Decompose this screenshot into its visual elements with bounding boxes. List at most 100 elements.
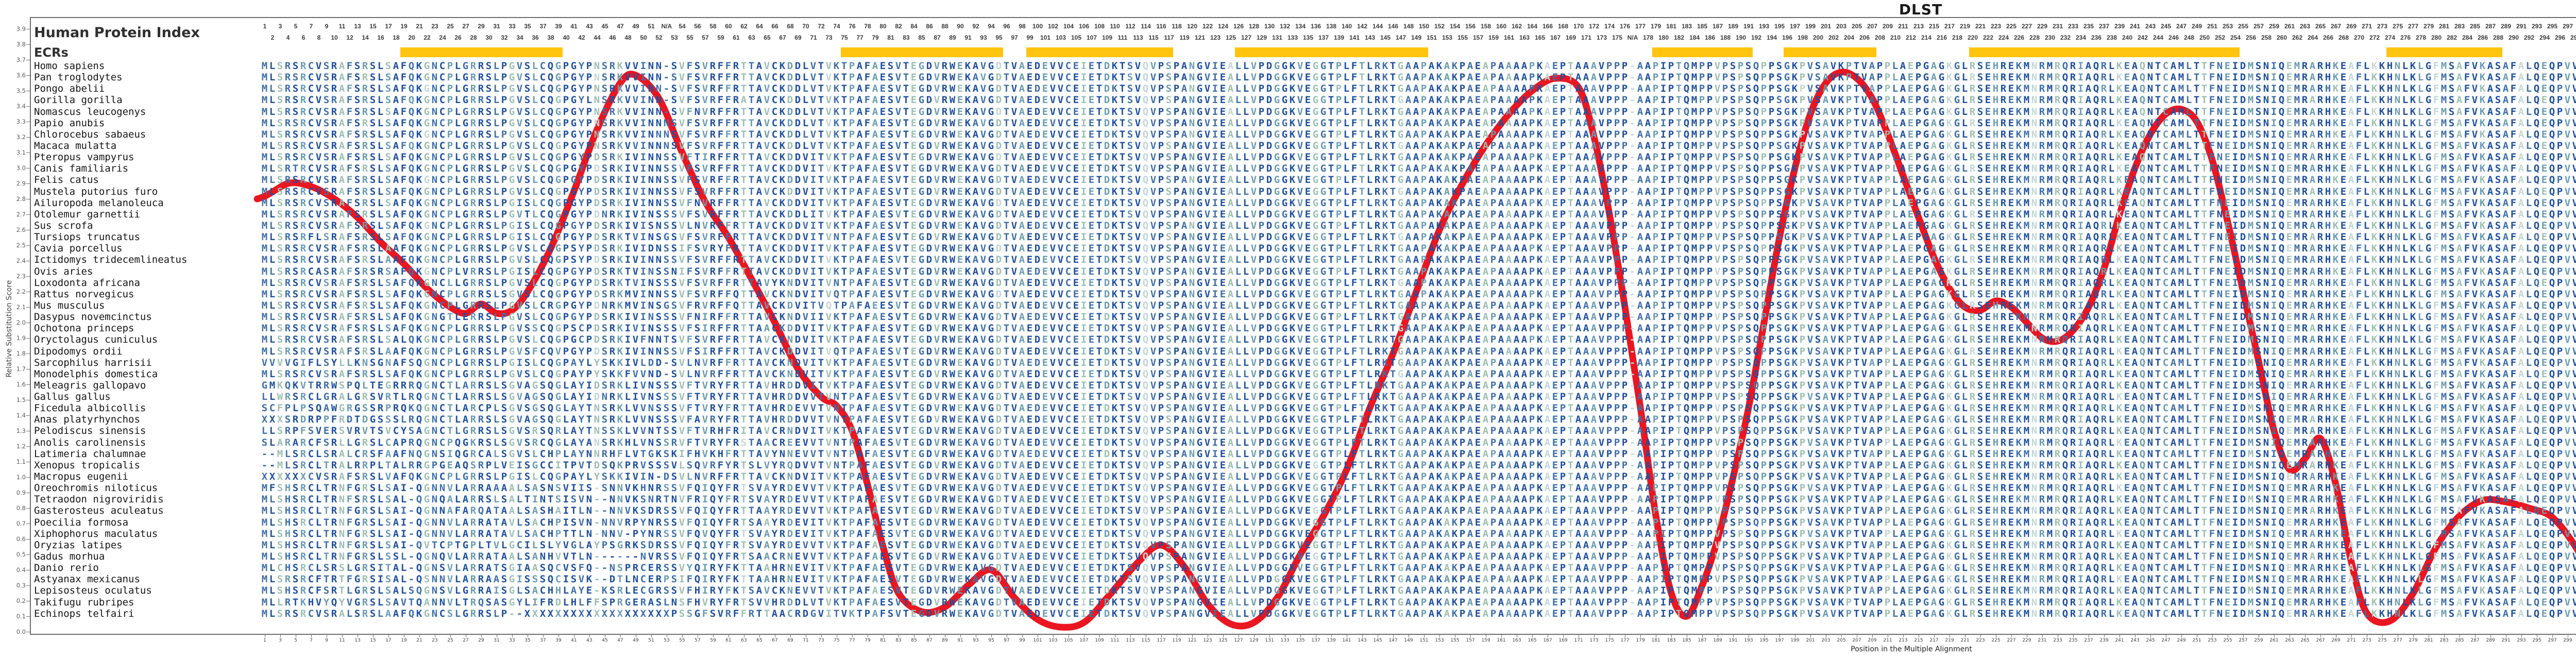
residue-number: 242	[2134, 34, 2151, 41]
x-tick-label: 137	[1308, 638, 1324, 643]
x-tick-mark	[883, 635, 884, 637]
residue-number: 187	[1709, 23, 1726, 30]
residue-number: 100	[1029, 23, 1046, 30]
x-tick-mark	[342, 635, 343, 637]
residue-number: 174	[1601, 23, 1618, 30]
species-name: Macaca mulatta	[34, 140, 116, 151]
residue-number: 222	[1979, 34, 1997, 41]
x-tick-mark	[1393, 635, 1394, 637]
residue-number: 272	[2366, 34, 2383, 41]
residue-number: 134	[1292, 23, 1309, 30]
species-name: Chlorocebus sabaeus	[34, 129, 146, 140]
x-tick-label: 183	[1664, 638, 1679, 643]
residue-number: 229	[2033, 23, 2051, 30]
y-tick-label: 1.5	[8, 396, 26, 403]
residue-number: 129	[1253, 34, 1270, 41]
residue-number: 84	[905, 23, 923, 30]
x-tick-label: 57	[690, 638, 705, 643]
residue-number: 63	[743, 34, 760, 41]
residue-number: 90	[952, 23, 969, 30]
x-tick-mark	[1161, 635, 1162, 637]
residue-number: 68	[782, 23, 799, 30]
residue-number: 50	[635, 34, 652, 41]
ecr-bar	[841, 47, 1003, 57]
residue-number: 66	[766, 23, 784, 30]
residue-number: 48	[619, 34, 637, 41]
residue-number: 149	[1408, 34, 1425, 41]
x-tick-label: 245	[2143, 638, 2158, 643]
residue-number: 156	[1462, 23, 1479, 30]
x-tick-label: 255	[2220, 638, 2235, 643]
residue-number: 231	[2049, 23, 2066, 30]
x-tick-mark	[481, 635, 482, 637]
residue-number: 289	[2497, 23, 2515, 30]
x-tick-mark	[2305, 635, 2306, 637]
x-tick-label: 79	[860, 638, 875, 643]
y-tick-label: 3.2	[8, 133, 26, 141]
x-tick-label: 195	[1756, 638, 1772, 643]
species-name: Gallus gallus	[34, 391, 111, 402]
residue-number: 251	[2204, 23, 2221, 30]
x-tick-label: 203	[1818, 638, 1834, 643]
x-tick-label: 215	[1911, 638, 1926, 643]
x-tick-label: 65	[752, 638, 767, 643]
residue-number: 270	[2350, 34, 2368, 41]
residue-number: 59	[712, 34, 730, 41]
y-tick-label: 0.0	[8, 628, 26, 635]
residue-number: 283	[2451, 23, 2468, 30]
residue-number: 200	[1809, 34, 1827, 41]
x-tick-mark	[728, 635, 729, 637]
residue-number: 120	[1183, 23, 1201, 30]
x-tick-label: 161	[1494, 638, 1509, 643]
y-tick-label: 0.3	[8, 582, 26, 589]
residue-number: 281	[2435, 23, 2453, 30]
x-tick-label: 63	[736, 638, 752, 643]
residue-number: 142	[1353, 23, 1371, 30]
y-tick-label: 2.1	[8, 304, 26, 311]
x-tick-mark	[852, 635, 853, 637]
x-tick-mark	[1223, 635, 1224, 637]
residue-number: 29	[472, 23, 490, 30]
residue-number: 254	[2227, 34, 2244, 41]
residue-number: 15	[364, 23, 382, 30]
residue-number: 292	[2520, 34, 2538, 41]
y-tick-label: 1.2	[8, 443, 26, 450]
residue-number: 117	[1160, 34, 1178, 41]
x-axis-label: Position in the Multiple Alignment	[1654, 645, 2169, 653]
residue-number: 176	[1616, 23, 1634, 30]
x-tick-label: 233	[2050, 638, 2065, 643]
x-tick-mark	[759, 635, 760, 637]
x-tick-label: 127	[1231, 638, 1246, 643]
x-tick-label: 219	[1942, 638, 1957, 643]
x-tick-mark	[929, 635, 930, 637]
residue-number: 191	[1740, 23, 1757, 30]
x-tick-label: 209	[1865, 638, 1880, 643]
x-tick-label: 249	[2174, 638, 2189, 643]
residue-number: 193	[1755, 23, 1773, 30]
x-tick-label: 263	[2282, 638, 2297, 643]
x-tick-mark	[1532, 635, 1533, 637]
x-tick-label: 125	[1215, 638, 1231, 643]
x-tick-label: 153	[1432, 638, 1447, 643]
residue-number: 293	[2528, 23, 2546, 30]
y-tick-mark	[26, 554, 30, 555]
x-tick-label: 257	[2235, 638, 2251, 643]
x-tick-label: 81	[875, 638, 891, 643]
x-tick-mark	[1640, 635, 1641, 637]
residue-number: 10	[326, 34, 343, 41]
y-tick-label: 1.9	[8, 334, 26, 342]
species-name: Lepisosteus oculatus	[34, 585, 152, 596]
residue-number: 291	[2513, 23, 2530, 30]
species-name: Nomascus leucogenys	[34, 106, 146, 117]
residue-number: 178	[1639, 34, 1657, 41]
